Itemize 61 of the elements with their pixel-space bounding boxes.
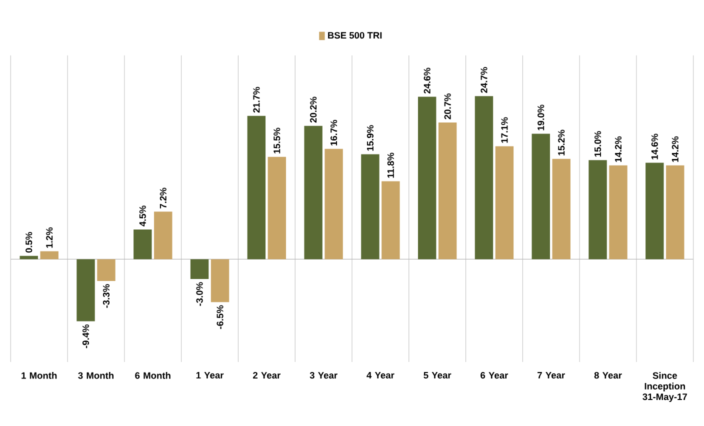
x-tick-label: 6 Year — [480, 372, 508, 379]
data-label: 4.5% — [139, 206, 146, 226]
data-label: 11.8% — [387, 152, 394, 178]
x-tick-label: 6 Month — [135, 372, 170, 379]
bar — [304, 126, 322, 260]
data-label: 1.2% — [46, 227, 53, 248]
bar — [382, 181, 400, 260]
x-tick-label: 1 Year — [196, 372, 224, 379]
bar — [532, 134, 550, 260]
data-label: 24.6% — [424, 68, 430, 94]
data-label: 14.6% — [651, 134, 658, 160]
data-label: 15.5% — [274, 128, 280, 154]
data-label: 17.1% — [501, 117, 508, 143]
bar — [97, 259, 116, 281]
bar — [154, 212, 172, 260]
bar — [40, 251, 58, 260]
data-label: 16.7% — [330, 120, 338, 146]
x-tick-label: 8 Year — [594, 372, 622, 379]
data-label: 20.7% — [444, 93, 451, 120]
bar — [247, 116, 266, 260]
bar — [134, 229, 152, 260]
data-label: 21.7% — [253, 86, 260, 113]
data-label: -3.3% — [102, 284, 110, 308]
x-tick-label: 2 Year — [253, 372, 280, 379]
bar — [210, 259, 230, 302]
data-label: 15.2% — [558, 130, 565, 156]
bar — [268, 156, 286, 260]
x-tick-label: 7 Year — [538, 372, 565, 379]
bar — [646, 162, 664, 260]
data-label: 14.2% — [614, 136, 622, 162]
bar — [474, 96, 494, 260]
bar — [76, 259, 95, 322]
data-label: 19.0% — [538, 104, 544, 130]
x-tick-label: 4 Year — [366, 372, 394, 379]
bar — [438, 122, 457, 260]
data-label: 0.5% — [26, 232, 32, 253]
bar — [361, 154, 380, 260]
legend-label: BSE 500 TRI — [328, 32, 382, 39]
bar — [324, 148, 343, 260]
bar — [666, 165, 684, 260]
data-label: 24.7% — [480, 67, 488, 93]
bar — [609, 165, 628, 260]
bar — [418, 96, 436, 260]
bar — [495, 146, 514, 260]
x-tick-label: 1 Month — [22, 372, 57, 379]
data-label: 20.2% — [310, 96, 317, 123]
bar — [20, 256, 38, 260]
x-tick-label: 3 Month — [78, 372, 114, 379]
bar — [190, 259, 209, 279]
bar — [588, 160, 607, 260]
data-label: 14.2% — [672, 136, 678, 162]
x-tick-label: 5 Year — [424, 372, 452, 379]
data-label: -6.5% — [216, 305, 224, 329]
data-label: 15.9% — [366, 125, 374, 151]
x-tick-label: 3 Year — [310, 372, 338, 379]
data-label: 7.2% — [160, 188, 166, 208]
data-label: -9.4% — [82, 324, 90, 348]
x-tick-label: Since Inception 31-May-17 — [642, 372, 687, 402]
data-label: 15.0% — [594, 131, 602, 157]
bar — [552, 158, 570, 260]
data-label: -3.0% — [196, 282, 203, 306]
